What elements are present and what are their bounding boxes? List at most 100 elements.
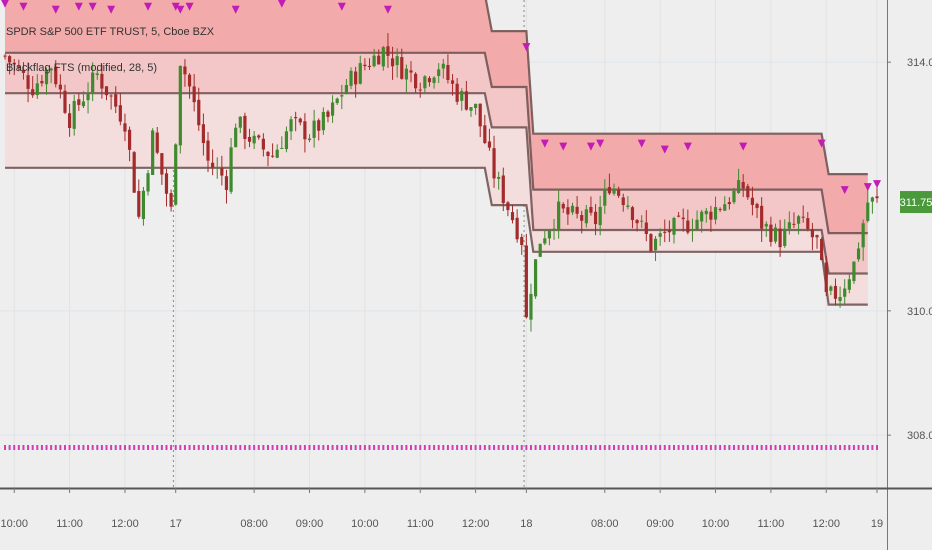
dot-marker — [460, 445, 463, 450]
candle-body — [607, 187, 612, 194]
candle-body — [506, 202, 510, 211]
band-line-mid — [5, 51, 868, 235]
candle-body — [229, 147, 233, 192]
dot-marker — [659, 445, 662, 450]
candle-body — [284, 131, 289, 150]
dot-marker — [783, 445, 786, 450]
candle-body — [114, 94, 118, 107]
dot-marker — [414, 445, 417, 450]
dot-marker — [68, 445, 71, 450]
candle-body — [35, 83, 39, 96]
dot-marker — [709, 445, 712, 450]
candle-body — [820, 238, 824, 261]
dot-marker — [110, 445, 113, 450]
dot-marker — [677, 445, 680, 450]
candle-body — [358, 63, 362, 84]
dot-marker — [636, 445, 639, 450]
y-tick-label: 314.00 — [907, 57, 932, 69]
dot-marker — [294, 445, 297, 450]
dot-marker — [589, 445, 592, 450]
indicator-label[interactable]: Blackflag FTS (modified, 28, 5) — [6, 62, 158, 74]
dot-marker — [774, 445, 777, 450]
candle-body — [460, 91, 464, 101]
candle-body — [450, 80, 455, 84]
dot-marker — [31, 445, 34, 450]
x-tick-label: 10:00 — [702, 518, 730, 530]
candle-body — [141, 190, 146, 220]
dot-marker — [876, 445, 878, 450]
candle-body — [54, 66, 58, 85]
candle-body — [354, 71, 358, 85]
x-tick-label: 12:00 — [812, 518, 840, 530]
candle-body — [137, 191, 141, 217]
dot-marker — [73, 445, 76, 450]
dot-marker — [493, 445, 496, 450]
candle-body — [649, 234, 653, 252]
candle-body — [132, 152, 136, 193]
candle-body — [723, 204, 727, 211]
dot-marker — [839, 445, 842, 450]
candle-body — [866, 202, 870, 221]
dot-marker — [202, 445, 205, 450]
dot-marker — [280, 445, 283, 450]
dot-marker — [54, 445, 57, 450]
candle-body — [861, 223, 865, 248]
dot-marker — [866, 445, 869, 450]
dot-marker — [428, 445, 431, 450]
candle-body — [644, 222, 648, 234]
signal-marker — [1, 0, 9, 8]
candle-body — [437, 69, 441, 77]
candle-body — [423, 76, 427, 89]
candle-body — [81, 101, 86, 107]
x-tick-label: 11:00 — [758, 518, 785, 530]
dot-marker — [756, 445, 759, 450]
candle-body — [552, 228, 556, 231]
dot-marker — [285, 445, 288, 450]
dot-marker — [802, 445, 805, 450]
dot-marker — [751, 445, 754, 450]
chart-title[interactable]: SPDR S&P 500 ETF TRUST, 5, Cboe BZX — [6, 26, 215, 38]
dot-marker — [723, 445, 726, 450]
candle-body — [801, 216, 805, 218]
dot-marker — [534, 445, 537, 450]
dot-marker — [188, 445, 191, 450]
dot-marker — [77, 445, 80, 450]
x-tick-label: 10:00 — [351, 518, 379, 530]
dot-marker — [308, 445, 311, 450]
dot-marker — [516, 445, 519, 450]
candle-body — [224, 176, 229, 191]
dot-marker — [234, 445, 237, 450]
dot-marker — [391, 445, 394, 450]
candle-body — [441, 63, 445, 69]
dot-marker — [465, 445, 468, 450]
dot-marker — [613, 445, 616, 450]
candle-body — [344, 85, 349, 94]
dot-marker — [40, 445, 43, 450]
candle-body — [40, 80, 44, 84]
candle-body — [63, 90, 67, 113]
candle-body — [118, 105, 122, 122]
dot-marker — [377, 445, 380, 450]
dot-marker — [303, 445, 306, 450]
candle-body — [409, 70, 413, 73]
candle-body — [806, 218, 810, 229]
dot-marker — [142, 445, 145, 450]
candle-body — [520, 237, 524, 245]
candle-body — [566, 207, 570, 215]
dot-marker — [682, 445, 685, 450]
dot-marker — [862, 445, 865, 450]
candle-body — [261, 138, 265, 150]
candle-body — [3, 55, 7, 57]
candle-body — [275, 149, 279, 158]
dot-marker — [123, 445, 126, 450]
candle-body — [580, 215, 584, 221]
candle-body — [787, 222, 791, 229]
dot-marker — [686, 445, 689, 450]
dot-marker — [792, 445, 795, 450]
signal-marker — [540, 139, 549, 148]
signal-marker — [185, 2, 194, 11]
candle-body — [317, 120, 321, 131]
dot-marker — [622, 445, 625, 450]
candle-body — [377, 55, 381, 65]
